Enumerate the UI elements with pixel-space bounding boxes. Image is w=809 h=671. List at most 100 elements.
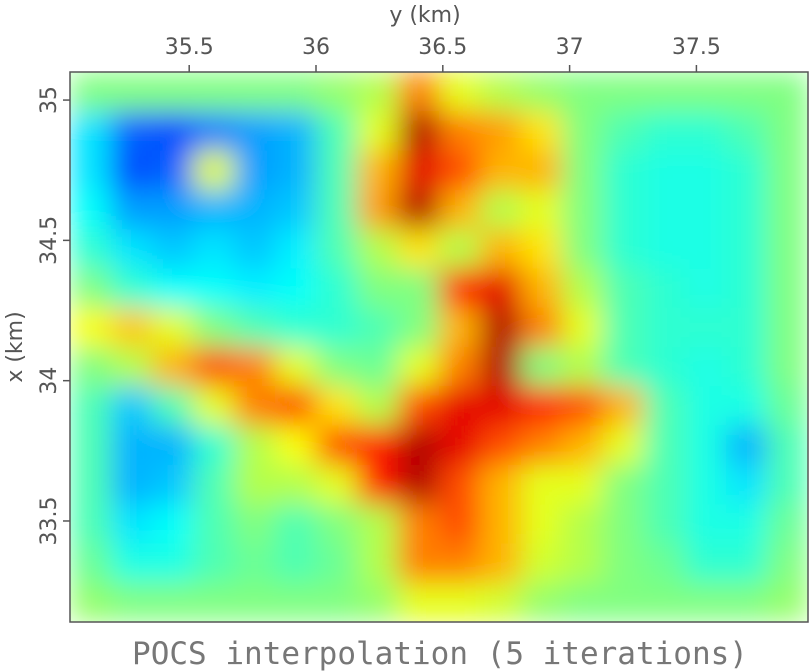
- heatmap-cell: [152, 425, 194, 466]
- heatmap-cell: [767, 543, 808, 584]
- heatmap-cell: [603, 229, 645, 269]
- heatmap-cell: [726, 268, 768, 309]
- heatmap-cell: [193, 347, 235, 387]
- heatmap-cell: [70, 72, 112, 112]
- heatmap-cell: [70, 425, 112, 466]
- heatmap-cell: [357, 268, 399, 309]
- heatmap-cell: [562, 189, 604, 230]
- heatmap-cell: [152, 504, 194, 544]
- heatmap-cell: [439, 111, 481, 152]
- heatmap-cell: [603, 72, 645, 112]
- heatmap-cell: [439, 229, 481, 269]
- heatmap-cell: [275, 189, 317, 230]
- heatmap-cell: [644, 347, 686, 387]
- heatmap-cell: [480, 72, 522, 112]
- heatmap-cell: [439, 72, 481, 112]
- heatmap-cell: [644, 150, 686, 191]
- heatmap-cell: [726, 307, 768, 348]
- heatmap-cell: [152, 386, 194, 427]
- heatmap-cell: [767, 72, 808, 112]
- heatmap-cell: [70, 347, 112, 387]
- x-axis-label: y (km): [389, 3, 460, 28]
- heatmap-cell: [644, 111, 686, 152]
- heatmap-cell: [562, 347, 604, 387]
- heatmap-cell: [603, 425, 645, 466]
- heatmap-cell: [726, 189, 768, 230]
- heatmap-cell: [562, 582, 604, 622]
- heatmap-cell: [152, 189, 194, 230]
- heatmap-cell: [603, 150, 645, 191]
- heatmap-cell: [767, 347, 808, 387]
- heatmap-cell: [111, 504, 153, 544]
- heatmap-cell: [603, 347, 645, 387]
- heatmap-cell: [726, 111, 768, 152]
- heatmap-cell: [398, 386, 440, 427]
- heatmap-cell: [521, 111, 563, 152]
- y-axis-label: x (km): [3, 311, 28, 382]
- heatmap-cell: [439, 464, 481, 505]
- heatmap-cell: [111, 189, 153, 230]
- heatmap-cell: [316, 229, 358, 269]
- heatmap-cell: [357, 464, 399, 505]
- heatmap-cell: [316, 111, 358, 152]
- heatmap-cell: [234, 582, 276, 622]
- heatmap-cell: [234, 72, 276, 112]
- heatmap-cell: [644, 425, 686, 466]
- heatmap-cell: [234, 504, 276, 544]
- x-tick-label: 36.5: [418, 35, 467, 60]
- heatmap-cell: [439, 307, 481, 348]
- heatmap-cell: [603, 464, 645, 505]
- heatmap-cell: [644, 229, 686, 269]
- heatmap-cell: [562, 464, 604, 505]
- heatmap-cell: [398, 268, 440, 309]
- heatmap-cell: [234, 111, 276, 152]
- heatmap-cell: [111, 347, 153, 387]
- heatmap-cell: [398, 504, 440, 544]
- heatmap-cell: [521, 307, 563, 348]
- heatmap-cell: [480, 347, 522, 387]
- heatmap-cell: [111, 229, 153, 269]
- heatmap-cell: [111, 72, 153, 112]
- heatmap-cell: [234, 307, 276, 348]
- heatmap-cell: [726, 464, 768, 505]
- heatmap-cell: [562, 111, 604, 152]
- heatmap-cell: [152, 464, 194, 505]
- heatmap-cell: [685, 582, 727, 622]
- heatmap-cell: [398, 111, 440, 152]
- heatmap-cell: [152, 268, 194, 309]
- heatmap-cell: [193, 582, 235, 622]
- heatmap-cell: [316, 582, 358, 622]
- heatmap-cell: [275, 582, 317, 622]
- y-tick-label: 34.5: [37, 216, 62, 265]
- heatmap-cell: [480, 189, 522, 230]
- heatmap-cell: [767, 386, 808, 427]
- heatmap-cell: [685, 464, 727, 505]
- heatmap-cell: [644, 189, 686, 230]
- heatmap-cell: [767, 504, 808, 544]
- heatmap-cell: [521, 72, 563, 112]
- heatmap-cell: [685, 347, 727, 387]
- heatmap-cell: [603, 189, 645, 230]
- heatmap-cell: [111, 307, 153, 348]
- heatmap-cell: [480, 425, 522, 466]
- plot-frame: [69, 71, 809, 623]
- heatmap-cell: [275, 504, 317, 544]
- heatmap-cell: [275, 111, 317, 152]
- heatmap-cell: [234, 189, 276, 230]
- heatmap-cell: [521, 189, 563, 230]
- heatmap-cell: [726, 425, 768, 466]
- heatmap-cell: [685, 425, 727, 466]
- heatmap-cell: [644, 72, 686, 112]
- heatmap-cell: [726, 386, 768, 427]
- heatmap-cell: [316, 504, 358, 544]
- heatmap-cell: [234, 150, 276, 191]
- heatmap-cell: [193, 72, 235, 112]
- heatmap-cell: [152, 111, 194, 152]
- heatmap-cell: [193, 150, 235, 191]
- heatmap-cell: [357, 582, 399, 622]
- heatmap-cell: [111, 111, 153, 152]
- heatmap-cell: [70, 504, 112, 544]
- heatmap-cell: [316, 386, 358, 427]
- heatmap-cell: [562, 386, 604, 427]
